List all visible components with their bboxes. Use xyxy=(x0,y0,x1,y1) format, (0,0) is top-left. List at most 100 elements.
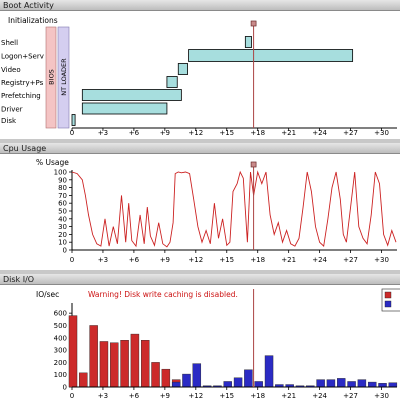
row-label: Disk xyxy=(1,117,17,125)
disk-write-bar xyxy=(388,382,398,388)
x-tick-label: +30 xyxy=(374,256,389,264)
activity-bar xyxy=(81,89,182,101)
disk-read-bar xyxy=(110,342,119,388)
row-label: Driver xyxy=(1,106,23,114)
x-tick-label: +12 xyxy=(188,392,203,400)
boot-activity-titlebar[interactable]: Boot Activity xyxy=(0,0,400,11)
x-tick-label: +6 xyxy=(129,256,140,264)
x-tick-label: +21 xyxy=(281,256,296,264)
disk-write-bar xyxy=(233,377,243,388)
time-marker-handle xyxy=(250,20,257,27)
disk-write-bar xyxy=(192,363,202,388)
activity-bar xyxy=(71,114,76,126)
disk-write-bar xyxy=(223,381,232,388)
boot-activity-chart: Initializations BIOS NT LOADER Shell Logon+S… xyxy=(1,16,397,137)
y-tick-label: 30 xyxy=(58,223,67,231)
activity-bar xyxy=(244,36,252,48)
x-tick-label: +24 xyxy=(312,129,327,137)
activity-bar xyxy=(177,63,188,75)
time-marker-handle xyxy=(250,161,257,168)
y-tick-label: 100 xyxy=(54,169,67,177)
y-tick-label: 100 xyxy=(54,371,67,379)
disk-read-bar xyxy=(161,368,171,388)
y-tick-label: 200 xyxy=(54,359,67,367)
disk-write-bar xyxy=(347,381,356,388)
y-tick-label: 0 xyxy=(63,247,67,255)
y-tick-label: 300 xyxy=(54,347,67,355)
y-tick-label: 600 xyxy=(54,310,67,318)
bios-phase-label: BIOS xyxy=(48,69,56,85)
y-tick-label: 50 xyxy=(58,208,67,216)
x-tick-label: +9 xyxy=(160,129,170,137)
cpu-usage-line xyxy=(71,170,397,248)
row-label: Shell xyxy=(1,39,18,47)
row-label: Prefetching xyxy=(1,92,41,100)
disk-read-bar xyxy=(89,325,98,388)
x-tick-label: +24 xyxy=(312,392,327,400)
panel-splitter[interactable] xyxy=(0,270,400,274)
y-tick-label: 10 xyxy=(58,239,67,247)
x-tick-label: +9 xyxy=(160,392,170,400)
legend-write-swatch xyxy=(384,300,392,308)
x-tick-label: 0 xyxy=(70,256,74,264)
x-tick-label: +18 xyxy=(250,392,265,400)
x-tick-label: +15 xyxy=(219,129,234,137)
disk-write-bar xyxy=(378,383,387,388)
nt-loader-phase-strip xyxy=(57,26,70,129)
cpu-usage-titlebar[interactable]: Cpu Usage xyxy=(0,143,400,154)
disk-write-bar xyxy=(254,381,263,388)
x-tick-label: +6 xyxy=(129,129,140,137)
x-tick-label: +18 xyxy=(250,129,265,137)
y-axis-label: % Usage xyxy=(36,158,69,167)
y-tick-label: 0 xyxy=(63,384,67,392)
x-tick-label: +30 xyxy=(374,129,389,137)
row-label: Logon+Serv xyxy=(1,53,44,61)
x-tick-label: +12 xyxy=(188,256,203,264)
x-tick-label: +3 xyxy=(98,129,108,137)
x-tick-label: +18 xyxy=(250,256,265,264)
disk-read-bar xyxy=(79,372,88,388)
x-tick-label: +21 xyxy=(281,392,296,400)
y-tick-label: 90 xyxy=(58,176,67,184)
disk-read-bar xyxy=(99,341,109,388)
y-tick-label: 500 xyxy=(54,322,67,330)
disk-read-bar xyxy=(68,315,78,388)
x-tick-label: +15 xyxy=(219,392,234,400)
disk-warning-text: Warning! Disk write caching is disabled. xyxy=(88,290,238,299)
disk-write-bar xyxy=(357,379,367,388)
disk-read-bar xyxy=(130,333,140,388)
disk-write-bar xyxy=(244,369,253,388)
y-axis-label: IO/sec xyxy=(36,290,59,299)
x-tick-label: +15 xyxy=(219,256,234,264)
x-tick-label: +21 xyxy=(281,129,296,137)
disk-read-bar xyxy=(151,362,160,388)
disk-read-bar xyxy=(140,340,150,388)
x-tick-label: +3 xyxy=(98,392,108,400)
disk-write-bar xyxy=(367,381,377,388)
x-tick-label: +3 xyxy=(98,256,108,264)
y-tick-label: 80 xyxy=(58,184,67,192)
x-tick-label: +12 xyxy=(188,129,203,137)
row-label: Registry+Ps xyxy=(1,79,44,87)
x-tick-label: +27 xyxy=(343,392,358,400)
x-tick-label: +9 xyxy=(160,256,170,264)
disk-io-titlebar[interactable]: Disk I/O xyxy=(0,274,400,285)
activity-bar xyxy=(188,49,354,62)
row-label: Video xyxy=(1,66,21,74)
initializations-label: Initializations xyxy=(8,16,58,25)
y-tick-label: 60 xyxy=(58,200,67,208)
activity-bar xyxy=(166,76,178,88)
disk-io-title: Disk I/O xyxy=(3,275,35,284)
x-tick-label: 0 xyxy=(70,392,74,400)
disk-write-bar xyxy=(264,355,274,388)
y-tick-label: 70 xyxy=(58,192,67,200)
cpu-usage-title: Cpu Usage xyxy=(3,144,47,153)
y-tick-label: 40 xyxy=(58,215,67,223)
disk-write-bar xyxy=(326,379,336,388)
panel-splitter[interactable] xyxy=(0,139,400,143)
disk-write-bar xyxy=(171,381,181,388)
x-tick-label: +27 xyxy=(343,129,358,137)
boot-activity-title: Boot Activity xyxy=(3,1,54,10)
legend-read-swatch xyxy=(384,291,392,299)
